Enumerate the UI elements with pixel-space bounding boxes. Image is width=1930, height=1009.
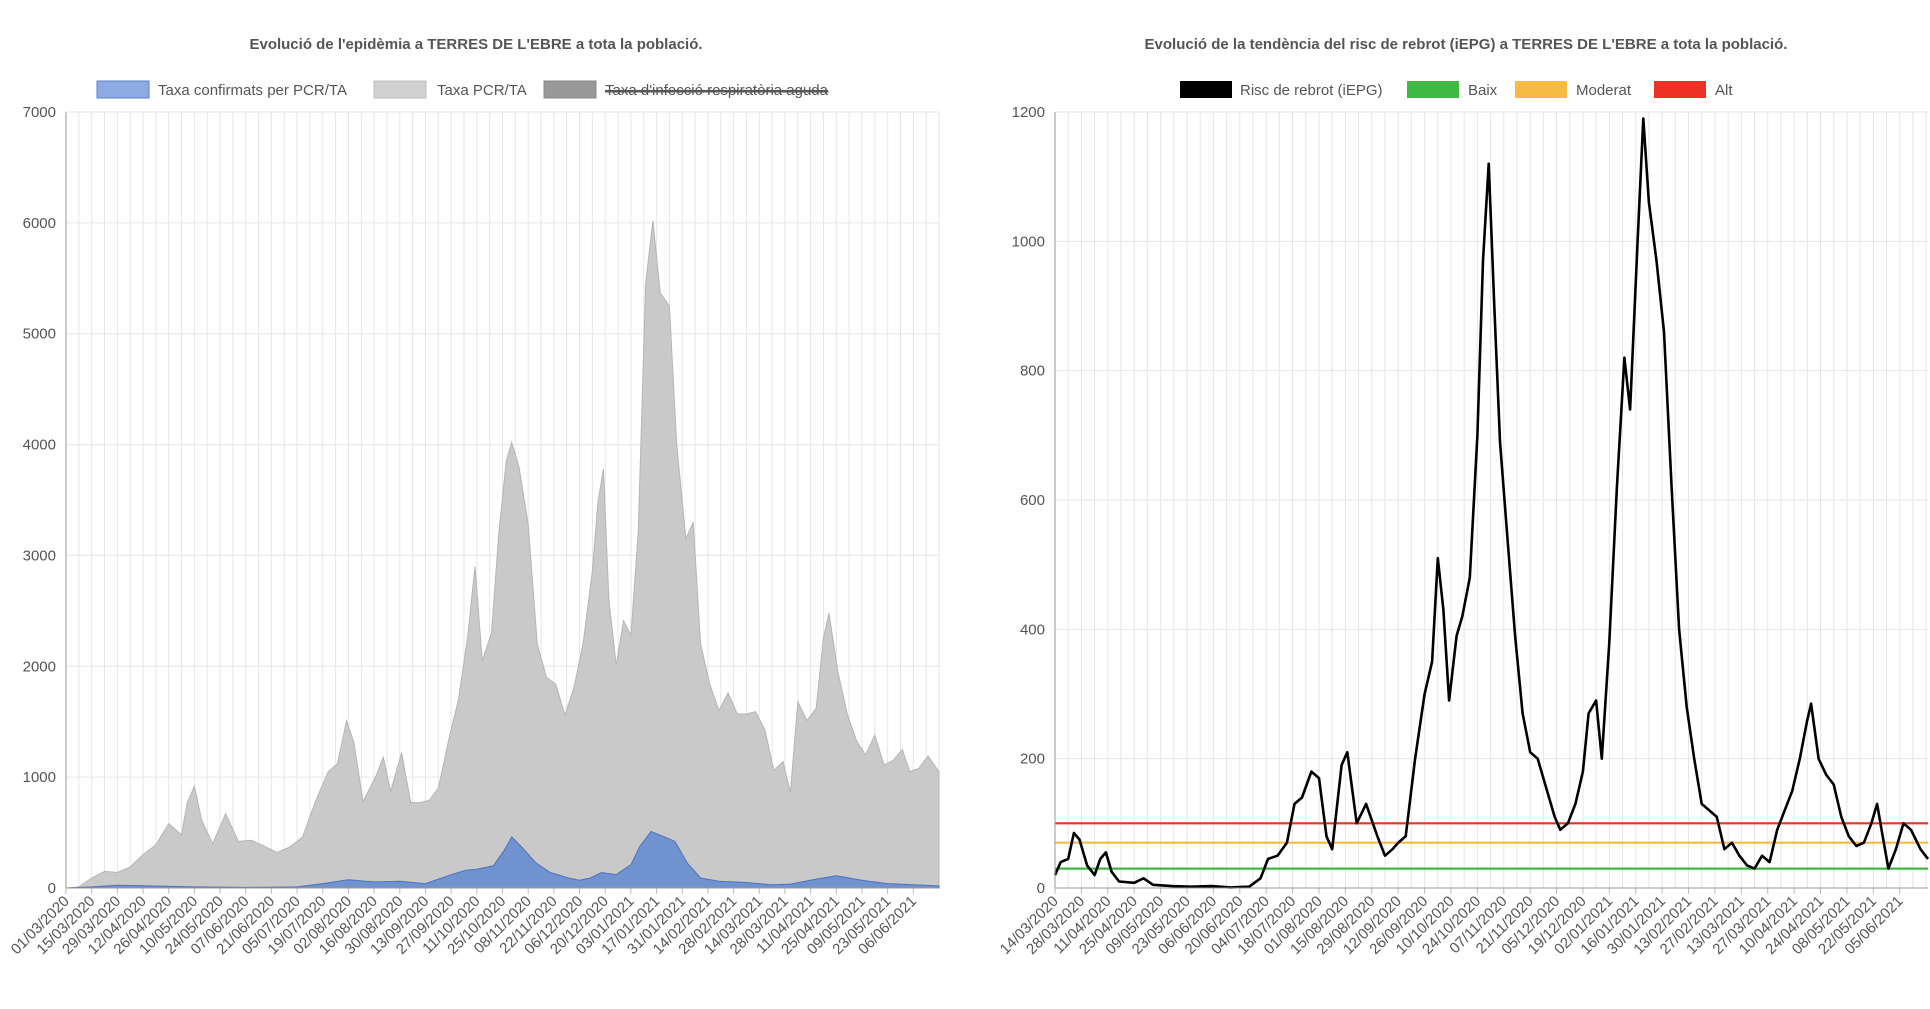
legend-item-respiratory[interactable]: Taxa d'infecció respiratòria aguda — [543, 80, 829, 99]
legend-item-alt[interactable]: Alt — [1654, 81, 1733, 99]
grid — [1054, 111, 1928, 889]
epidemic-evolution-chart: Evolució de l'epidèmia a TERRES DE L'EBR… — [0, 0, 960, 1004]
y-tick-label: 0 — [1037, 880, 1045, 897]
plot-lines — [1053, 117, 1930, 889]
y-tick-label: 400 — [1020, 621, 1045, 638]
chart-title: Evolució de l'epidèmia a TERRES DE L'EBR… — [249, 36, 702, 53]
legend-swatch-baix — [1407, 81, 1459, 98]
plot-areas — [65, 220, 940, 889]
chart-title: Evolució de la tendència del risc de reb… — [1145, 36, 1788, 53]
axes: 0100020003000400050006000700001/03/20201… — [8, 104, 939, 958]
legend-item-moderat[interactable]: Moderat — [1515, 81, 1632, 99]
legend-label-confirmed: Taxa confirmats per PCR/TA — [158, 82, 347, 99]
risk-chart-svg: Evolució de la tendència del risc de reb… — [997, 36, 1930, 958]
y-tick-label: 600 — [1020, 492, 1045, 509]
legend-label-baix: Baix — [1468, 82, 1498, 99]
rebound-risk-chart: Evolució de la tendència del risc de reb… — [970, 0, 1930, 1004]
legend-item-confirmed[interactable]: Taxa confirmats per PCR/TA — [96, 80, 347, 99]
series-area-pcr-ta — [65, 220, 940, 889]
y-tick-label: 800 — [1020, 363, 1045, 380]
y-tick-label: 1200 — [1012, 104, 1045, 121]
legend-label-moderat: Moderat — [1576, 82, 1632, 99]
y-tick-label: 7000 — [23, 104, 56, 121]
y-tick-label: 4000 — [23, 437, 56, 454]
grid — [65, 111, 940, 889]
y-tick-label: 0 — [48, 880, 56, 897]
axes: 02004006008001000120014/03/202028/03/202… — [997, 104, 1928, 958]
legend-swatch-confirmed — [96, 80, 150, 99]
epidemic-chart-svg: Evolució de l'epidèmia a TERRES DE L'EBR… — [8, 36, 940, 958]
legend-label-pcr-ta: Taxa PCR/TA — [437, 82, 527, 99]
y-tick-label: 3000 — [23, 547, 56, 564]
legend-item-pcr-ta[interactable]: Taxa PCR/TA — [373, 80, 527, 99]
y-tick-label: 6000 — [23, 215, 56, 232]
y-tick-label: 1000 — [1012, 233, 1045, 250]
legend-swatch-pcr-ta — [373, 80, 427, 99]
y-tick-label: 200 — [1020, 751, 1045, 768]
legend-swatch-alt — [1654, 81, 1706, 98]
legend-item-baix[interactable]: Baix — [1407, 81, 1498, 99]
y-tick-label: 1000 — [23, 769, 56, 786]
y-tick-label: 2000 — [23, 658, 56, 675]
y-tick-label: 5000 — [23, 326, 56, 343]
legend-label-iepg: Risc de rebrot (iEPG) — [1240, 82, 1383, 99]
series-line-iepg — [1053, 117, 1930, 889]
legend: Taxa confirmats per PCR/TA Taxa PCR/TA T… — [96, 80, 829, 99]
legend-label-alt: Alt — [1715, 82, 1733, 99]
legend-label-respiratory: Taxa d'infecció respiratòria aguda — [605, 82, 829, 99]
legend-item-iepg[interactable]: Risc de rebrot (iEPG) — [1180, 81, 1383, 99]
legend-swatch-iepg — [1180, 81, 1232, 98]
legend-swatch-moderat — [1515, 81, 1567, 98]
legend: Risc de rebrot (iEPG) Baix Moderat Alt — [1180, 81, 1733, 99]
legend-swatch-respiratory — [543, 80, 597, 99]
series-area-confirmed — [65, 830, 940, 889]
